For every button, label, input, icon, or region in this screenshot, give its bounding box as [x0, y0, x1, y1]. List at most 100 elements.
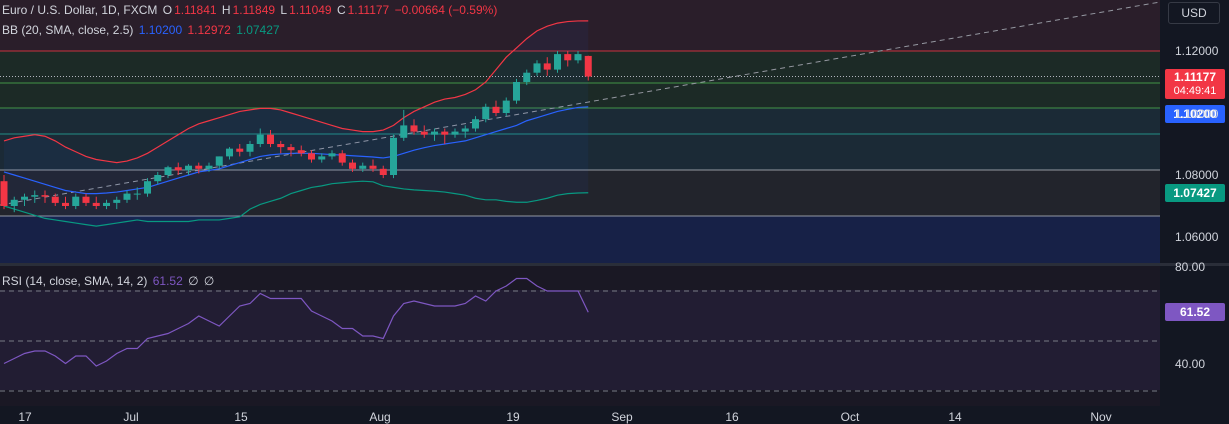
- candle-body: [472, 119, 479, 129]
- rsi-extra-1: ∅: [188, 274, 199, 288]
- open-label: O: [162, 3, 173, 17]
- candle-body: [256, 134, 264, 144]
- candle-body: [21, 196, 28, 200]
- candle-body: [185, 165, 192, 171]
- candle-body: [482, 106, 490, 120]
- candle-body: [82, 196, 90, 203]
- zone-upper: [0, 51, 1160, 108]
- time-axis-label: 19: [506, 410, 520, 424]
- zone-mid: [0, 108, 1160, 170]
- close-label: C: [336, 3, 346, 17]
- time-axis-label: Jul: [123, 410, 139, 424]
- candle-body: [287, 147, 295, 151]
- time-axis-label: 17: [18, 410, 32, 424]
- pane-separator: [0, 263, 1229, 266]
- candle-body: [431, 131, 438, 135]
- candle-body: [267, 134, 274, 144]
- candle-body: [420, 131, 428, 135]
- bb-upper-value: 1.12972: [187, 23, 231, 37]
- rsi-axis-label: 80.00: [1175, 260, 1206, 274]
- candle-body: [0, 181, 8, 206]
- rsi-label: RSI (14, close, SMA, 14, 2): [2, 274, 148, 288]
- candle-body: [461, 128, 469, 132]
- zone-bottom: [0, 216, 1160, 264]
- candle-body: [451, 131, 459, 135]
- candle-body: [297, 150, 305, 154]
- close-value: 1.11177: [347, 3, 390, 17]
- candle-body: [584, 55, 592, 77]
- candle-body: [103, 202, 110, 206]
- rsi-value: 61.52: [152, 274, 183, 288]
- candle-body: [92, 202, 100, 206]
- candle-body: [502, 100, 510, 113]
- candle-body: [564, 54, 572, 61]
- zone-top: [0, 0, 1160, 51]
- candle-body: [318, 156, 326, 160]
- candle-body: [308, 153, 315, 160]
- candle-body: [62, 202, 69, 206]
- candle-body: [195, 165, 203, 169]
- time-axis-label: 16: [725, 410, 739, 424]
- low-label: L: [280, 3, 288, 17]
- candle-body: [41, 195, 49, 197]
- candle-body: [492, 106, 500, 113]
- candle-body: [349, 162, 356, 169]
- close-price-text: 1.11177: [1173, 70, 1217, 84]
- high-value: 1.11849: [232, 3, 276, 17]
- price-axis-label: 1.06000: [1175, 230, 1219, 244]
- currency-button[interactable]: USD: [1168, 2, 1220, 24]
- candle-body: [123, 193, 131, 200]
- rsi-band: [0, 290, 1160, 390]
- candle-body: [236, 148, 244, 152]
- candle-body: [51, 196, 59, 203]
- candle-body: [215, 156, 223, 166]
- candle-body: [10, 199, 18, 206]
- price-axis-label: 1.08000: [1175, 168, 1219, 182]
- candle-body: [246, 144, 254, 152]
- candle-body: [574, 54, 582, 61]
- candle-body: [31, 195, 39, 197]
- low-value: 1.11049: [289, 3, 332, 17]
- bb-fill: [4, 20, 589, 227]
- high-label: H: [221, 3, 231, 17]
- candle-body: [226, 148, 233, 157]
- time-axis-label: Sep: [611, 410, 633, 424]
- rsi-legend: RSI (14, close, SMA, 14, 2) 61.52 ∅ ∅: [2, 273, 216, 289]
- trend-line: [0, 1, 1161, 206]
- rsi-extra-2: ∅: [203, 274, 215, 288]
- candle-body: [164, 167, 172, 175]
- candle-body: [205, 165, 213, 169]
- bb-upper-line: [3, 20, 589, 164]
- candle-body: [154, 175, 162, 182]
- candle-body: [72, 196, 80, 206]
- candle-body: [277, 144, 285, 148]
- candle-body: [513, 82, 520, 101]
- candle-body: [533, 63, 541, 73]
- candle-body: [328, 153, 336, 157]
- rsi-axis-label: 40.00: [1175, 357, 1206, 371]
- bb-basis-tag: 1.10200: [1165, 105, 1225, 123]
- time-axis-label: 14: [948, 410, 962, 424]
- price-axis-label: 1.10000: [1175, 107, 1219, 121]
- bb-lower-value: 1.07427: [236, 23, 280, 37]
- candle-body: [410, 125, 418, 132]
- candle-body: [174, 167, 182, 171]
- bb-lower-tag: 1.07427: [1165, 184, 1225, 202]
- open-value: 1.11841: [174, 3, 217, 17]
- candle-body: [554, 54, 561, 70]
- candle-body: [543, 63, 551, 70]
- bb-basis-value: 1.10200: [138, 23, 183, 37]
- candle-body: [338, 153, 346, 163]
- time-axis-label: Oct: [840, 410, 860, 424]
- symbol-title: Euro / U.S. Dollar, 1D, FXCM: [2, 3, 158, 17]
- time-axis-label: Aug: [369, 410, 391, 424]
- candle-body: [441, 131, 449, 135]
- time-axis-label: 15: [234, 410, 248, 424]
- rsi-line: [3, 277, 589, 367]
- bb-legend: BB (20, SMA, close, 2.5) 1.10200 1.12972…: [2, 22, 282, 38]
- change-value: −0.00664 (−0.59%): [394, 3, 498, 17]
- candle-body: [379, 168, 387, 175]
